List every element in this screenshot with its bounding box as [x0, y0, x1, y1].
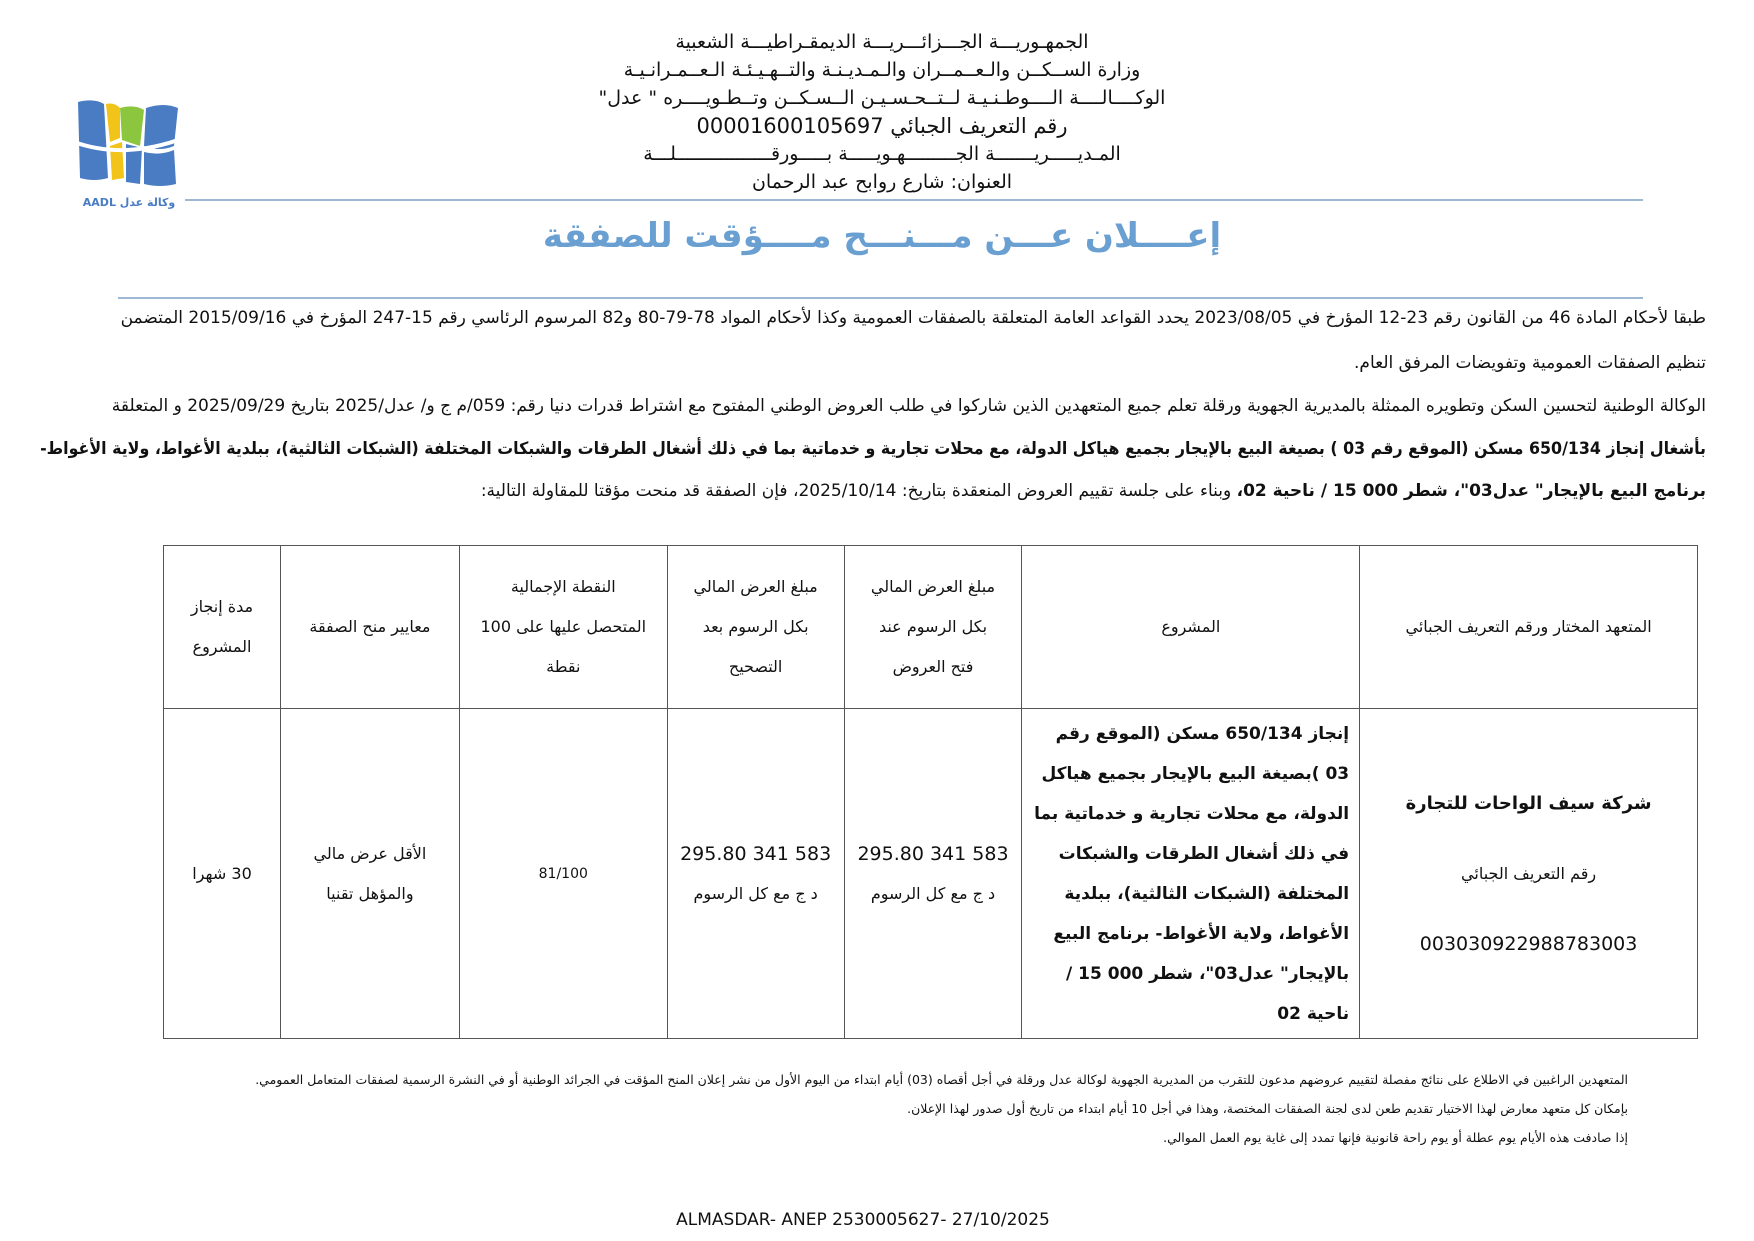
paragraph-2-line-2: بأشغال إنجاز 650/134 مسكن (الموقع رقم 03… — [40, 439, 1706, 459]
header-line: المتحصل عليها على 100 — [480, 617, 647, 636]
footer-reference: ALMASDAR- ANEP 2530005627- 27/10/2025 — [676, 1210, 1050, 1230]
bidder-name: شركة سيف الواحات للتجارة — [1405, 792, 1652, 814]
note-1: المتعهدين الراغبين في الاطلاع على نتائج … — [255, 1072, 1628, 1087]
header-line: النقطة الإجمالية — [510, 577, 616, 596]
amount-value: 583 341 295.80 — [857, 842, 1009, 865]
header-line: المشروع — [192, 637, 252, 656]
header-divider — [185, 199, 1643, 201]
note-2: بإمكان كل متعهد معارض لهذا الاختيار تقدي… — [907, 1101, 1628, 1116]
program-text: برنامج البيع بالإيجار" عدل03"، شطر 000 1… — [1236, 481, 1706, 501]
header-line: بكل الرسوم عند — [878, 617, 988, 636]
header-amount-open: مبلغ العرض المالي بكل الرسوم عند فتح العرو… — [843, 545, 1023, 709]
cell-amount-corrected: 583 341 295.80 د ج مع كل الرسوم — [666, 708, 845, 1039]
header-directorate: المـديـــــريـــــــة الجـــــــــهـويــ… — [643, 143, 1121, 165]
announcement-title: إعــــلان عـــن مـــنـــح مــــؤقت للصفق… — [542, 216, 1222, 256]
amount-value: 583 341 295.80 — [680, 842, 832, 865]
criteria-line: والمؤهل تقنيا — [326, 883, 414, 903]
header-line: مدة إنجاز — [190, 597, 254, 616]
logo-text: AADL وكالة عدل — [82, 196, 176, 209]
header-address: العنوان: شارع روابح عبد الرحمان — [751, 171, 1013, 193]
header-tax-id: رقم التعريف الجبائي 00001600105697 — [696, 114, 1068, 138]
header-line: نقطة — [546, 657, 581, 676]
header-amount-corrected: مبلغ العرض المالي بكل الرسوم بعد التصحيح — [666, 545, 845, 709]
tax-id-value: 003030922988783003 — [1419, 932, 1638, 955]
cell-bidder: شركة سيف الواحات للتجارة رقم التعريف الج… — [1359, 708, 1698, 1039]
table-header-row: المتعهد المختار ورقم التعريف الجبائي الم… — [163, 545, 1698, 709]
header-line: بكل الرسوم بعد — [702, 617, 809, 636]
title-divider — [118, 297, 1643, 299]
paragraph-2-line-3: برنامج البيع بالإيجار" عدل03"، شطر 000 1… — [40, 478, 1706, 504]
header-project: المشروع — [1021, 545, 1361, 709]
header-line: التصحيح — [728, 657, 783, 676]
header-bidder: المتعهد المختار ورقم التعريف الجبائي — [1359, 545, 1698, 709]
header-line: فتح العروض — [892, 657, 974, 676]
header-agency: الوكــــالــــة الــــوطـنـيـة لــتــحـس… — [598, 87, 1166, 109]
header-line: مبلغ العرض المالي — [693, 577, 818, 596]
cell-criteria: الأقل عرض مالي والمؤهل تقنيا — [280, 708, 460, 1039]
paragraph-1-line-1: طبقا لأحكام المادة 46 من القانون رقم 23-… — [120, 308, 1706, 328]
header-score: النقطة الإجمالية المتحصل عليها على 100 نقط… — [458, 545, 668, 709]
paragraph-2-line-1: الوكالة الوطنية لتحسين السكن وتطويره الم… — [111, 396, 1706, 416]
tax-id-label: رقم التعريف الجبائي — [1461, 863, 1597, 883]
amount-unit: د ج مع كل الرسوم — [870, 883, 996, 903]
award-table: المتعهد المختار ورقم التعريف الجبائي الم… — [163, 545, 1698, 1039]
header-ministry: وزارة الســكــن والـعــمــران والـمـديـن… — [623, 59, 1141, 81]
amount-unit: د ج مع كل الرسوم — [693, 883, 818, 903]
cell-project: إنجاز 650/134 مسكن (الموقع رقم 03 )بصيغة… — [1021, 708, 1361, 1039]
header-criteria: معايير منح الصفقة — [280, 545, 460, 709]
cell-score: 81/100 — [458, 708, 668, 1039]
header-duration: مدة إنجاز المشروع — [163, 545, 281, 709]
cell-amount-open: 583 341 295.80 د ج مع كل الرسوم — [843, 708, 1023, 1039]
header-republic: الجمهـوريـــة الجـــزائـــريـــة الديمقـ… — [675, 31, 1089, 53]
logo-mark-icon — [73, 100, 185, 186]
aadl-logo: AADL وكالة عدل — [73, 98, 185, 210]
paragraph-1-line-2: تنظيم الصفقات العمومية وتفويضات المرفق ا… — [1354, 353, 1706, 373]
note-3: إذا صادفت هذه الأيام يوم عطلة أو يوم راح… — [1163, 1130, 1628, 1145]
criteria-line: الأقل عرض مالي — [313, 843, 427, 863]
header-line: مبلغ العرض المالي — [870, 577, 996, 596]
table-row: شركة سيف الواحات للتجارة رقم التعريف الج… — [163, 708, 1698, 1039]
cell-duration: 30 شهرا — [163, 708, 281, 1039]
session-text: وبناء على جلسة تقييم العروض المنعقدة بتا… — [480, 481, 1237, 501]
